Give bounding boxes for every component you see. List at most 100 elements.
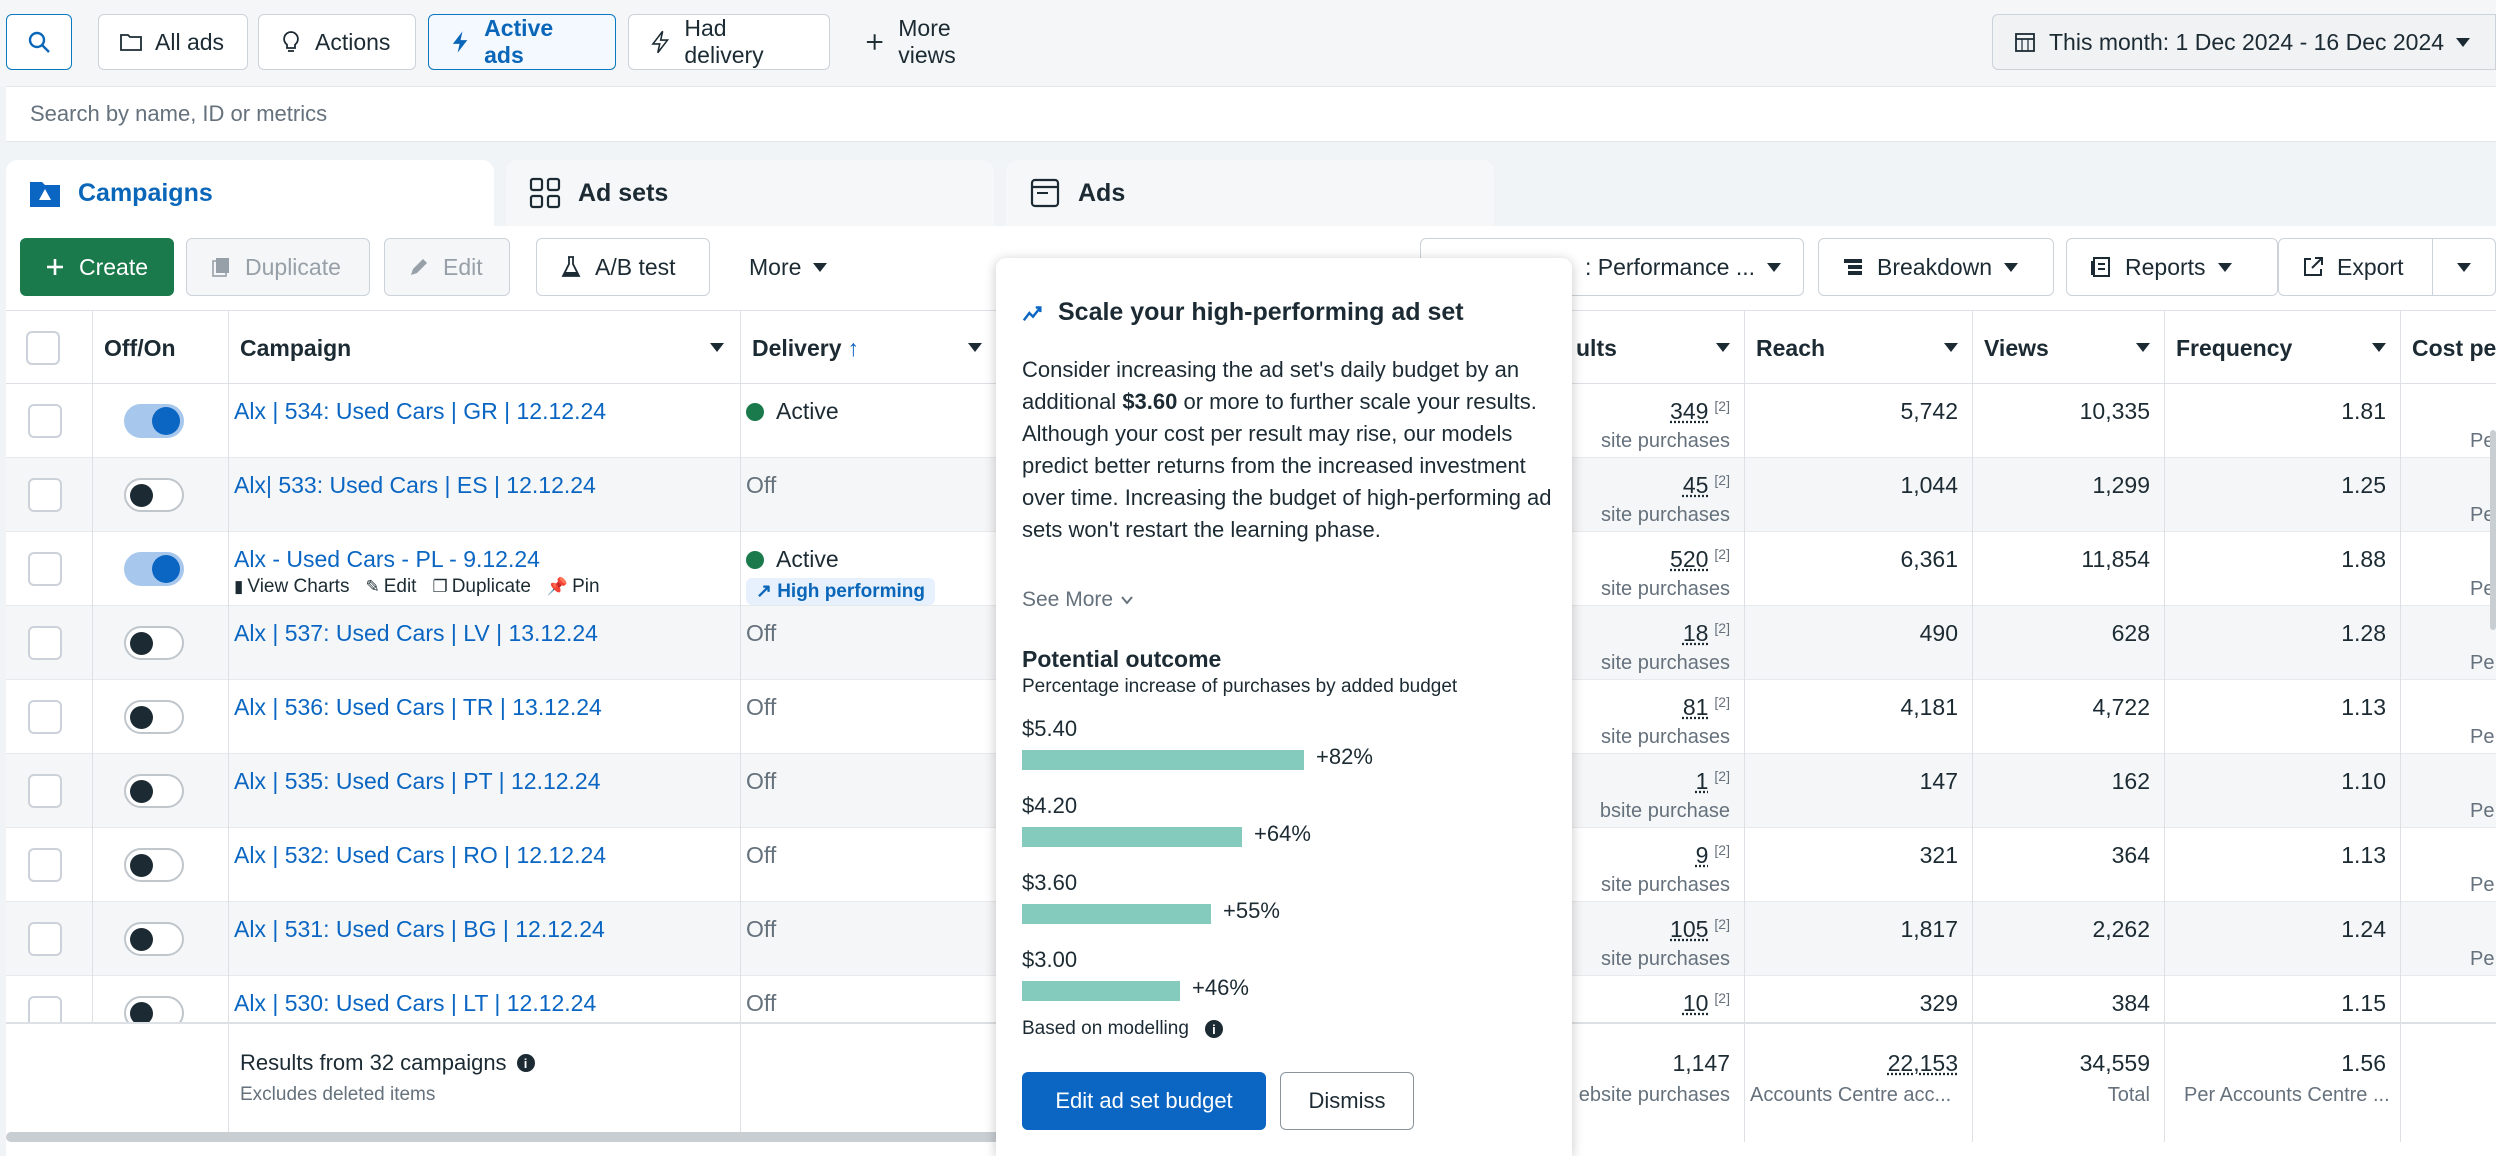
edit-action[interactable]: ✎ Edit: [365, 576, 416, 598]
results-cell[interactable]: 520 [2]: [1566, 546, 1730, 573]
column-header-reach[interactable]: Reach: [1744, 311, 1972, 385]
reports-button[interactable]: Reports: [2066, 238, 2278, 296]
info-icon[interactable]: i: [516, 1054, 535, 1072]
delivery-status: Off: [746, 472, 776, 499]
row-checkbox[interactable]: [28, 626, 62, 660]
campaign-name-link[interactable]: Alx| 533: Used Cars | ES | 12.12.24: [234, 472, 596, 498]
edit-button[interactable]: Edit: [384, 238, 510, 296]
results-cell[interactable]: 9 [2]: [1566, 842, 1730, 869]
chevron-down-icon: [2136, 343, 2150, 352]
results-cell[interactable]: 81 [2]: [1566, 694, 1730, 721]
popover-body-text-2: or more to further scale your results. A…: [1022, 389, 1552, 542]
campaign-toggle[interactable]: [124, 404, 184, 438]
more-views-button[interactable]: More views: [842, 14, 1032, 70]
campaign-name-link[interactable]: Alx | 534: Used Cars | GR | 12.12.24: [234, 398, 607, 424]
campaign-name-link[interactable]: Alx | 532: Used Cars | RO | 12.12.24: [234, 842, 607, 868]
export-button[interactable]: Export: [2278, 238, 2434, 296]
tab-label: Ads: [1078, 178, 1126, 207]
column-header-frequency[interactable]: Frequency: [2164, 311, 2400, 385]
see-more-link[interactable]: See More: [1022, 588, 1135, 612]
campaign-name-link[interactable]: Alx | 530: Used Cars | LT | 12.12.24: [234, 990, 597, 1016]
delivery-status: Off: [746, 842, 776, 869]
column-header-delivery[interactable]: Delivery ↑: [740, 311, 996, 385]
ab-test-button[interactable]: A/B test: [536, 238, 710, 296]
pin-action[interactable]: 📌 Pin: [547, 576, 600, 598]
column-header-results[interactable]: ults: [1564, 311, 1744, 385]
row-checkbox[interactable]: [28, 848, 62, 882]
outcome-bar: [1022, 827, 1242, 847]
results-cell[interactable]: 10 [2]: [1566, 990, 1730, 1017]
toggle-knob: [152, 555, 180, 583]
views-value: 11,854: [2081, 546, 2150, 572]
info-icon[interactable]: i: [1204, 1020, 1223, 1038]
vertical-scrollbar[interactable]: [2490, 430, 2496, 630]
row-checkbox[interactable]: [28, 404, 62, 438]
campaign-toggle[interactable]: [124, 774, 184, 808]
view-charts-action[interactable]: ▮ View Charts: [234, 576, 349, 598]
column-header-off-on[interactable]: Off/On: [92, 311, 226, 385]
column-header-campaign[interactable]: Campaign: [228, 311, 738, 385]
campaign-toggle[interactable]: [124, 478, 184, 512]
campaign-name-link[interactable]: Alx | 531: Used Cars | BG | 12.12.24: [234, 916, 605, 942]
campaign-toggle[interactable]: [124, 626, 184, 660]
footer-results: 1,147: [1672, 1050, 1730, 1076]
column-header-views[interactable]: Views: [1972, 311, 2164, 385]
results-sub: site purchases: [1601, 874, 1730, 896]
select-all-cell: [6, 311, 92, 385]
views-value: 10,335: [2079, 398, 2150, 424]
select-all-checkbox[interactable]: [26, 331, 60, 365]
date-range-picker[interactable]: This month: 1 Dec 2024 - 16 Dec 2024: [1992, 14, 2496, 70]
row-checkbox[interactable]: [28, 700, 62, 734]
popover-body: Consider increasing the ad set's daily b…: [1022, 354, 1552, 546]
reach-value: 1,044: [1900, 472, 1958, 498]
row-checkbox[interactable]: [28, 552, 62, 586]
results-cell[interactable]: 1 [2]: [1566, 768, 1730, 795]
results-cell[interactable]: 45 [2]: [1566, 472, 1730, 499]
results-cell[interactable]: 18 [2]: [1566, 620, 1730, 647]
create-button[interactable]: Create: [20, 238, 174, 296]
tab-campaigns[interactable]: Campaigns: [6, 160, 494, 226]
dismiss-button[interactable]: Dismiss: [1280, 1072, 1414, 1130]
results-value: 105: [1670, 916, 1709, 942]
view-active-ads[interactable]: Active ads: [428, 14, 616, 70]
column-header-cost-per-result[interactable]: Cost per: [2400, 311, 2496, 385]
export-options-button[interactable]: [2432, 238, 2496, 296]
column-divider: [2164, 310, 2165, 1142]
campaign-name-link[interactable]: Alx | 536: Used Cars | TR | 13.12.24: [234, 694, 602, 720]
search-button[interactable]: [6, 14, 72, 70]
view-actions[interactable]: Actions: [258, 14, 416, 70]
campaign-toggle[interactable]: [124, 848, 184, 882]
breakdown-button[interactable]: Breakdown: [1818, 238, 2054, 296]
campaign-name-link[interactable]: Alx | 537: Used Cars | LV | 13.12.24: [234, 620, 598, 646]
campaign-toggle[interactable]: [124, 552, 184, 586]
delivery-status: Off: [746, 990, 776, 1017]
tab-ad-sets[interactable]: Ad sets: [506, 160, 994, 226]
high-performing-badge[interactable]: ↗ High performing: [746, 578, 935, 605]
outcome-title: Potential outcome: [1022, 646, 1222, 672]
campaign-toggle[interactable]: [124, 922, 184, 956]
view-had-delivery[interactable]: Had delivery: [628, 14, 830, 70]
results-cell[interactable]: 349 [2]: [1566, 398, 1730, 425]
table-row[interactable]: Alx | 534: Used Cars | GR | 12.12.24 Acti…: [6, 384, 2496, 458]
campaign-name-link[interactable]: Alx - Used Cars - PL - 9.12.24: [234, 546, 540, 572]
tab-ads[interactable]: Ads: [1006, 160, 1494, 226]
campaign-name-link[interactable]: Alx | 535: Used Cars | PT | 12.12.24: [234, 768, 601, 794]
search-input[interactable]: Search by name, ID or metrics: [6, 86, 2496, 142]
breakdown-icon: [1844, 259, 1862, 275]
column-label: Views: [1984, 334, 2049, 361]
duplicate-button[interactable]: Duplicate: [186, 238, 370, 296]
duplicate-action[interactable]: ❐ Duplicate: [432, 576, 530, 598]
results-cell[interactable]: 105 [2]: [1566, 916, 1730, 943]
row-checkbox[interactable]: [28, 478, 62, 512]
horizontal-scrollbar[interactable]: [6, 1132, 1006, 1142]
see-more-label: See More: [1022, 588, 1114, 611]
campaign-toggle[interactable]: [124, 700, 184, 734]
column-label: Campaign: [240, 334, 352, 361]
frequency-value: 1.13: [2341, 842, 2386, 868]
more-button[interactable]: More: [726, 238, 862, 296]
view-all-ads[interactable]: All ads: [98, 14, 248, 70]
row-checkbox[interactable]: [28, 774, 62, 808]
delivery-status: Off: [746, 768, 776, 795]
row-checkbox[interactable]: [28, 922, 62, 956]
edit-ad-set-budget-button[interactable]: Edit ad set budget: [1022, 1072, 1266, 1130]
